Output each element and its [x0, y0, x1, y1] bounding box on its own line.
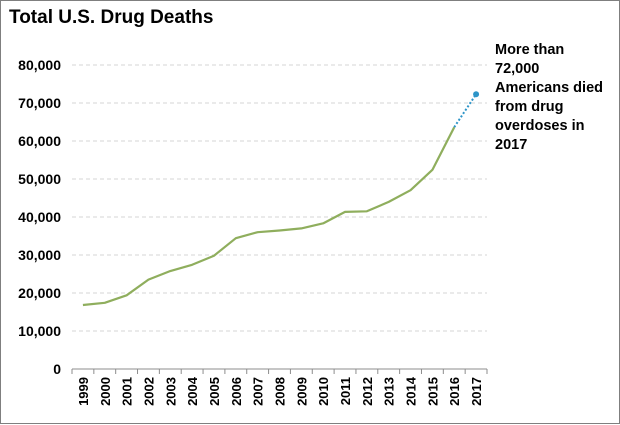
y-tick-label: 60,000: [18, 133, 61, 149]
y-tick-label: 20,000: [18, 285, 61, 301]
x-tick-label: 2011: [338, 377, 353, 405]
x-tick-label: 2007: [251, 377, 266, 406]
data-point-2017: [473, 91, 480, 98]
y-tick-label: 30,000: [18, 247, 61, 263]
annotation-line: Americans died: [495, 80, 603, 96]
annotation-line: 2017: [495, 137, 528, 153]
x-tick-label: 2005: [207, 377, 222, 406]
y-axis: 0 10,000 20,000 30,000 40,000 50,000 60,000 70,…: [18, 57, 61, 377]
annotation-line: from drug: [495, 99, 564, 115]
annotation-line: More than: [495, 42, 565, 58]
x-tick-label: 2016: [447, 377, 462, 406]
x-tick-label: 2010: [316, 377, 331, 406]
x-tick-label: 2012: [360, 377, 375, 406]
y-tick-label: 0: [53, 361, 61, 377]
series-line-projected: [453, 93, 477, 128]
x-tick-label: 2002: [141, 377, 156, 406]
chart-title: Total U.S. Drug Deaths: [9, 7, 214, 28]
series-line: [82, 126, 456, 307]
y-tick-label: 70,000: [18, 95, 61, 111]
y-tick-label: 40,000: [18, 209, 61, 225]
y-tick-label: 50,000: [18, 171, 61, 187]
x-tick-label: 2004: [185, 376, 200, 406]
x-tick-label: 2003: [163, 377, 178, 406]
x-tick-label: 2000: [98, 377, 113, 406]
x-axis: 1999 2000 2001 2002 2003 2004 2005 2006 2007 2008…: [71, 368, 488, 406]
x-tick-label: 2013: [382, 377, 397, 406]
x-tick-label: 2015: [425, 377, 440, 406]
annotation-callout: More than 72,000 Americans died from dru…: [495, 41, 620, 155]
annotation-line: 72,000: [495, 61, 540, 77]
x-tick-label: 2006: [229, 377, 244, 406]
x-tick-label: 2001: [120, 377, 135, 406]
y-tick-label: 80,000: [18, 57, 61, 73]
x-tick-label: 2009: [294, 377, 309, 406]
series-layer: [82, 91, 480, 307]
x-tick-label: 1999: [76, 377, 91, 406]
annotation-line: overdoses in: [495, 118, 585, 134]
x-tick-label: 2014: [404, 376, 419, 406]
y-tick-label: 10,000: [18, 323, 61, 339]
x-tick-label: 2008: [273, 377, 288, 406]
gridlines: [72, 64, 487, 332]
x-tick-label: 2017: [469, 377, 484, 406]
